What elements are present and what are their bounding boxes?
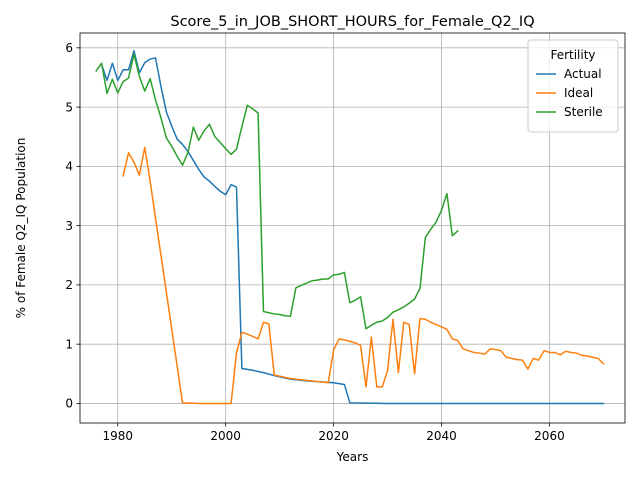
x-axis-label: Years [336, 450, 369, 464]
legend-label-ideal: Ideal [564, 86, 593, 100]
legend: Fertility Actual Ideal Sterile [527, 39, 619, 133]
y-axis-label: % of Female Q2_IQ Population [14, 138, 28, 319]
series-line-actual [100, 50, 605, 405]
legend-label-sterile: Sterile [564, 105, 603, 119]
y-tick-label: 1 [65, 337, 73, 351]
x-tick-label: 2020 [318, 429, 349, 443]
x-tick-label: 2060 [534, 429, 565, 443]
x-tick-label: 1980 [102, 429, 133, 443]
y-tick-label: 3 [65, 219, 73, 233]
legend-entries: Actual Ideal Sterile [536, 67, 603, 119]
legend-title: Fertility [550, 48, 595, 62]
y-tick-label: 0 [65, 397, 73, 411]
series-line-ideal [122, 146, 605, 405]
y-tick-label: 4 [65, 160, 73, 174]
legend-label-actual: Actual [564, 67, 602, 81]
y-tick-label: 5 [65, 100, 73, 114]
y-tick-label: 2 [65, 278, 73, 292]
x-tick-label: 2040 [426, 429, 457, 443]
series-lines [95, 50, 605, 405]
legend-box [527, 39, 619, 133]
chart-title: Score_5_in_JOB_SHORT_HOURS_for_Female_Q2… [170, 14, 534, 30]
axis-ticks: 1980 2000 2020 2040 2060 0 1 2 3 4 5 6 [65, 41, 564, 443]
y-tick-label: 6 [65, 41, 73, 55]
plot-frame [79, 32, 626, 424]
x-tick-label: 2000 [210, 429, 241, 443]
series-line-sterile [95, 53, 459, 330]
